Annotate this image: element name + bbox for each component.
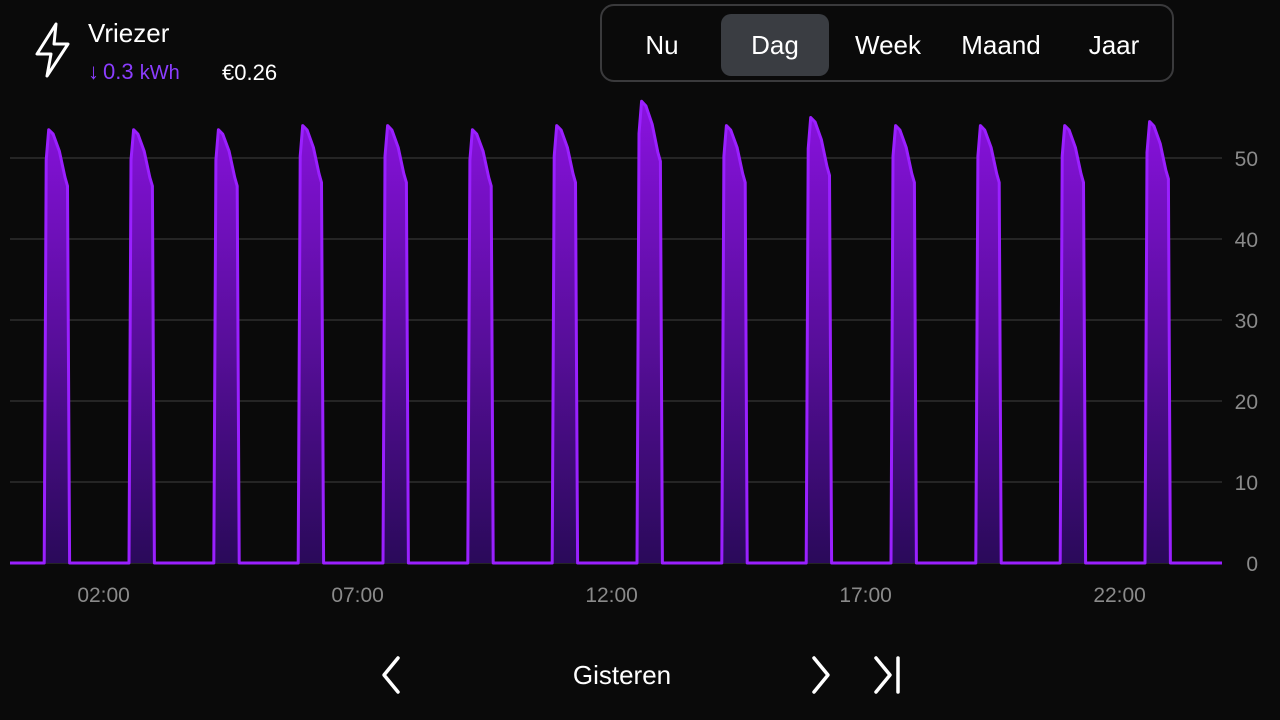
lightning-bolt-icon [35, 22, 70, 78]
device-title: Vriezer [88, 18, 170, 48]
usage-unit: kWh [139, 62, 180, 84]
period-tab-jaar[interactable]: Jaar [1088, 29, 1140, 60]
x-tick-label: 02:00 [77, 584, 130, 607]
period-tab-week[interactable]: Week [855, 29, 921, 60]
y-tick-label: 0 [1246, 553, 1258, 576]
y-tick-label: 20 [1235, 391, 1258, 414]
x-axis: 02:00 07:00 12:00 17:00 22:00 [77, 584, 1146, 607]
chevron-left-icon[interactable] [366, 650, 416, 700]
energy-cost: €0.26 [222, 60, 278, 85]
period-tab-dag[interactable]: Dag [721, 14, 829, 76]
x-tick-label: 07:00 [331, 584, 384, 607]
device-header: Vriezer ↓ 0.3 kWh €0.26 [34, 18, 354, 88]
usage-value: 0.3 [103, 59, 134, 84]
y-tick-label: 10 [1235, 472, 1258, 495]
down-arrow-icon: ↓ [88, 59, 99, 84]
y-tick-label: 50 [1235, 148, 1258, 171]
y-tick-label: 40 [1235, 229, 1258, 252]
series-line [10, 99, 1222, 565]
x-tick-label: 17:00 [839, 584, 892, 607]
x-tick-label: 22:00 [1093, 584, 1146, 607]
energy-chart: 0 10 20 30 40 50 02:00 07:00 12:00 17:00 22:00 [10, 99, 1258, 607]
series-area-fill [10, 101, 1222, 564]
period-selector: Nu Dag Week Maand Jaar [600, 4, 1174, 82]
energy-usage: ↓ 0.3 kWh [88, 59, 180, 85]
chart-series [10, 99, 1222, 565]
x-tick-label: 12:00 [585, 584, 638, 607]
date-navigation: Gisteren [0, 640, 1280, 710]
current-period-label: Gisteren [572, 660, 672, 690]
skip-to-end-icon[interactable] [864, 650, 914, 700]
period-tab-nu[interactable]: Nu [645, 29, 679, 60]
period-tab-maand[interactable]: Maand [961, 29, 1041, 60]
chart-grid [10, 157, 1222, 564]
y-axis: 0 10 20 30 40 50 [1235, 148, 1258, 576]
chevron-right-icon[interactable] [796, 650, 846, 700]
y-tick-label: 30 [1235, 310, 1258, 333]
